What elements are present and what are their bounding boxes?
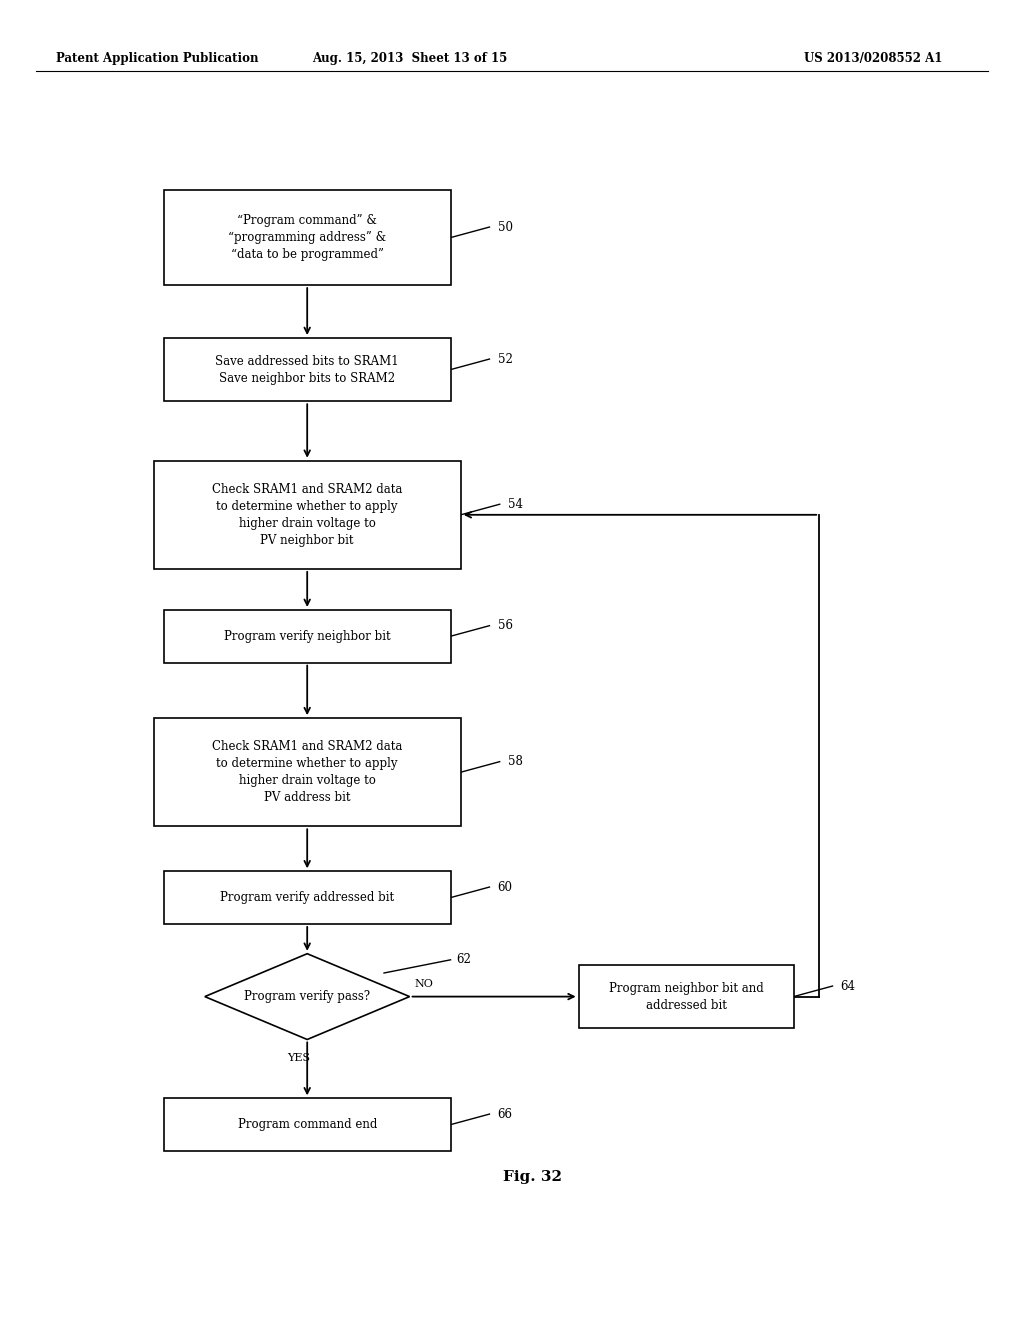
Text: 54: 54 [508, 498, 523, 511]
Polygon shape [205, 953, 410, 1040]
Bar [154, 718, 461, 826]
Text: Patent Application Publication: Patent Application Publication [56, 51, 259, 65]
Text: Save addressed bits to SRAM1
Save neighbor bits to SRAM2: Save addressed bits to SRAM1 Save neighb… [215, 355, 399, 384]
Bar [164, 871, 451, 924]
Text: Check SRAM1 and SRAM2 data
to determine whether to apply
higher drain voltage to: Check SRAM1 and SRAM2 data to determine … [212, 483, 402, 546]
Text: Fig. 32: Fig. 32 [503, 1171, 562, 1184]
Text: Program verify neighbor bit: Program verify neighbor bit [224, 630, 390, 643]
Text: 50: 50 [498, 220, 513, 234]
Bar [154, 461, 461, 569]
Bar [164, 1098, 451, 1151]
Text: YES: YES [288, 1053, 310, 1063]
Bar [164, 190, 451, 285]
Text: Program verify addressed bit: Program verify addressed bit [220, 891, 394, 904]
Text: 66: 66 [498, 1107, 513, 1121]
Text: 56: 56 [498, 619, 513, 632]
Text: 60: 60 [498, 880, 513, 894]
Text: 62: 62 [457, 953, 472, 966]
Text: 64: 64 [841, 979, 856, 993]
Text: 58: 58 [508, 755, 523, 768]
Text: Program command end: Program command end [238, 1118, 377, 1131]
Bar [579, 965, 794, 1028]
Text: NO: NO [415, 978, 433, 989]
Text: Program verify pass?: Program verify pass? [244, 990, 371, 1003]
Text: 52: 52 [498, 352, 513, 366]
Text: Check SRAM1 and SRAM2 data
to determine whether to apply
higher drain voltage to: Check SRAM1 and SRAM2 data to determine … [212, 741, 402, 804]
Text: “Program command” &
“programming address” &
“data to be programmed”: “Program command” & “programming address… [228, 214, 386, 261]
Text: Aug. 15, 2013  Sheet 13 of 15: Aug. 15, 2013 Sheet 13 of 15 [312, 51, 507, 65]
Bar [164, 338, 451, 401]
Bar [164, 610, 451, 663]
Text: US 2013/0208552 A1: US 2013/0208552 A1 [804, 51, 942, 65]
Text: Program neighbor bit and
addressed bit: Program neighbor bit and addressed bit [608, 982, 764, 1011]
